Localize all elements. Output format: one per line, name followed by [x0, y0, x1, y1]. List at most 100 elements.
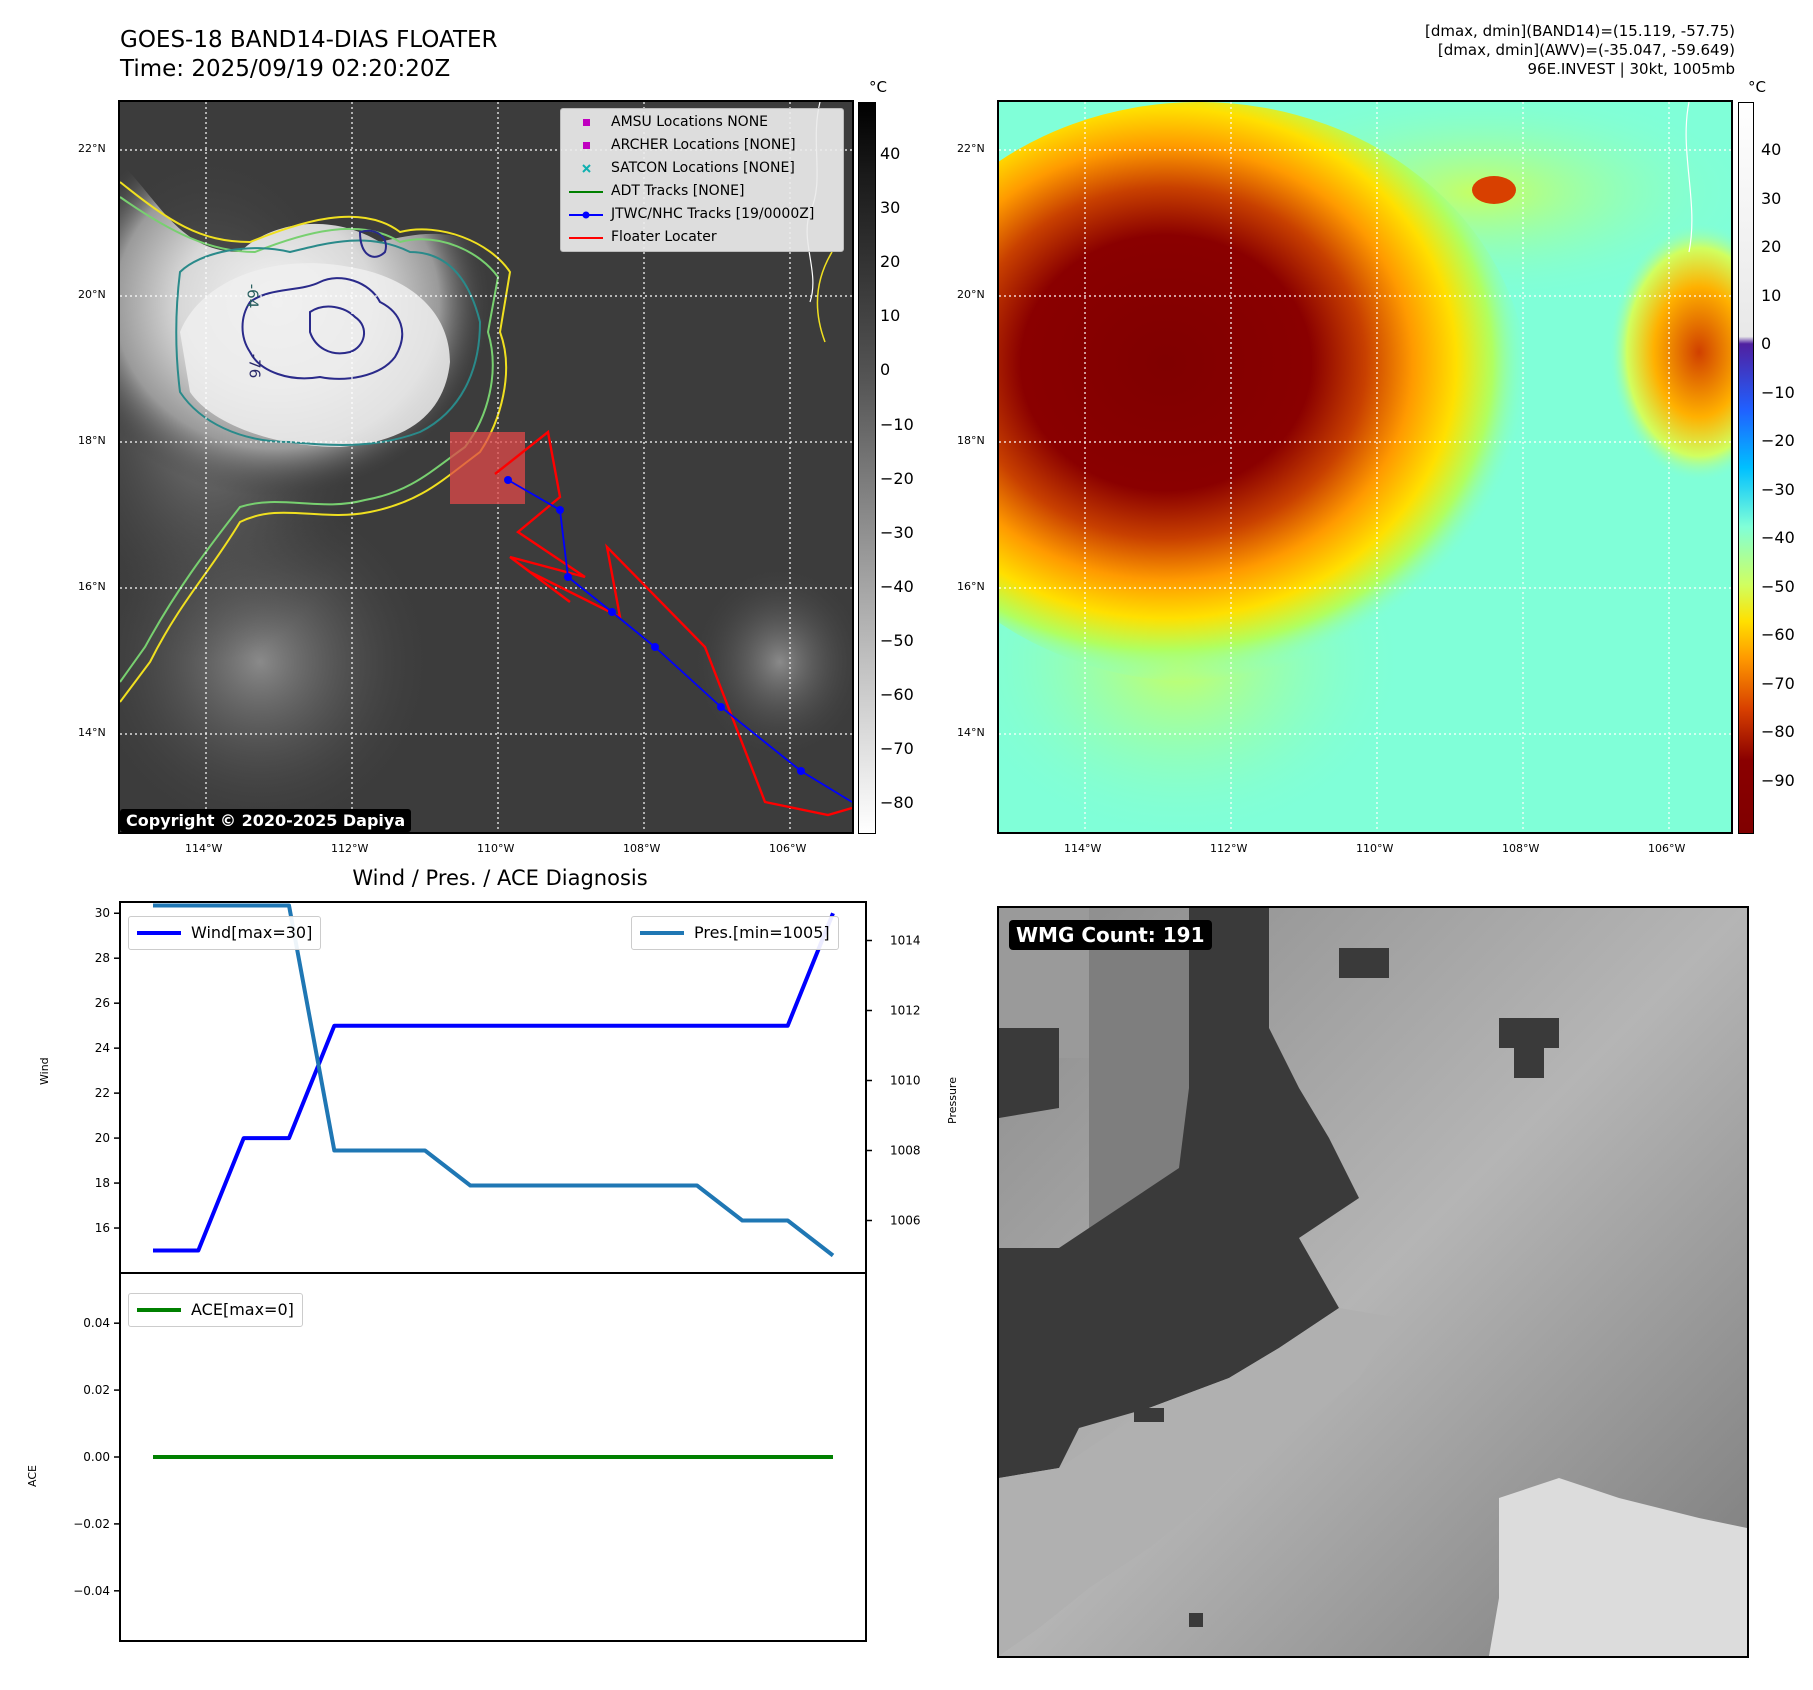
right-colorbar-tick-label: −70: [1761, 673, 1795, 693]
left-colorbar-tick-label: 20: [880, 252, 901, 272]
wind-legend-label: Wind[max=30]: [191, 923, 313, 942]
lon-label: 106°W: [1648, 842, 1686, 855]
lon-label: 114°W: [185, 842, 223, 855]
lon-label: 112°W: [331, 842, 369, 855]
right-colorbar-tick-label: −50: [1761, 576, 1795, 596]
legend-archer: ARCHER Locations [NONE]: [561, 134, 843, 157]
wind-axis-tick-label: 24: [95, 1041, 110, 1055]
green-line-icon: [569, 191, 603, 193]
contour-label-76: -76: [245, 353, 264, 379]
jtwc-track-line: [507, 479, 852, 803]
wind-axis-tick-label: 16: [95, 1221, 110, 1235]
left-colorbar-tick-label: 10: [880, 306, 901, 326]
pressure-axis-tick-label: 1008: [890, 1144, 921, 1158]
ace-axis-tick-label: −0.04: [73, 1584, 110, 1598]
left-colorbar: [858, 102, 876, 834]
left-colorbar-tick-label: −30: [880, 522, 914, 542]
wind-axis-tick-label: 20: [95, 1131, 110, 1145]
wmg-panel: WMG Count: 191: [997, 906, 1749, 1658]
lon-label: 106°W: [769, 842, 807, 855]
left-colorbar-tick-label: 0: [880, 360, 891, 380]
pressure-legend-swatch: [640, 931, 684, 935]
pressure-axis-tick-label: 1014: [890, 934, 921, 948]
right-colorbar-unit: °C: [1748, 78, 1766, 96]
right-colorbar-tick-label: 0: [1761, 334, 1772, 353]
legend-adt: ADT Tracks [NONE]: [561, 180, 843, 203]
ace-plot-frame: [119, 1272, 867, 1642]
lat-label: 20°N: [957, 288, 985, 301]
lat-label: 16°N: [957, 580, 985, 593]
wind-axis-tick-label: 28: [95, 951, 110, 965]
right-colorbar-tick-label: 20: [1761, 237, 1782, 256]
copyright-badge: Copyright © 2020-2025 Dapiya: [120, 809, 412, 832]
legend-jtwc: JTWC/NHC Tracks [19/0000Z]: [561, 203, 843, 226]
left-colorbar-tick-label: −50: [880, 630, 914, 650]
pressure-axis-tick-label: 1010: [890, 1074, 921, 1088]
legend-amsu-label: AMSU Locations NONE: [611, 114, 769, 130]
lat-label: 18°N: [78, 434, 106, 447]
ace-axis-tick-label: 0.04: [83, 1316, 110, 1330]
pressure-axis-label: Pressure: [946, 1077, 959, 1124]
lat-label: 16°N: [78, 580, 106, 593]
lat-label: 22°N: [78, 142, 106, 155]
wind-legend-swatch: [137, 931, 181, 935]
right-colorbar-tick-label: 40: [1761, 140, 1782, 159]
blue-dot-line-icon: [569, 211, 603, 219]
legend-floater: Floater Locater: [561, 226, 843, 249]
pressure-axis-tick-label: 1012: [890, 1004, 921, 1018]
right-colorbar-tick-label: 10: [1761, 285, 1782, 305]
legend-archer-label: ARCHER Locations [NONE]: [611, 137, 796, 153]
ace-axis-tick-label: 0.02: [83, 1383, 110, 1397]
ace-legend: ACE[max=0]: [128, 1293, 303, 1327]
floater-box: [450, 432, 525, 504]
wmg-count-label: WMG Count: 191: [1009, 920, 1212, 950]
wind-series-line: [153, 912, 835, 1253]
figure-title: GOES-18 BAND14-DIAS FLOATER Time: 2025/0…: [120, 26, 498, 84]
jtwc-track-points: [504, 476, 805, 775]
lon-label: 114°W: [1064, 842, 1102, 855]
square-marker-icon: [583, 119, 590, 126]
ace-axis-tick-label: −0.02: [73, 1517, 110, 1531]
x-marker-icon: [582, 164, 591, 173]
right-colorbar-tick-label: −90: [1761, 770, 1795, 790]
pressure-axis-tick-label: 1006: [890, 1214, 921, 1228]
ace-legend-label: ACE[max=0]: [191, 1300, 294, 1319]
info-line-2: [dmax, dmin](AWV)=(-35.047, -59.649): [1437, 41, 1735, 59]
left-colorbar-tick-label: −20: [880, 468, 914, 488]
info-line-3: 96E.INVEST | 30kt, 1005mb: [1527, 60, 1736, 78]
lon-label: 110°W: [477, 842, 515, 855]
wind-axis-tick-label: 22: [95, 1086, 110, 1100]
right-colorbar-tick-label: −10: [1761, 382, 1795, 402]
floater-locater-line: [494, 429, 852, 817]
right-colorbar-tick-label: 30: [1761, 188, 1782, 208]
right-colorbar: [1738, 102, 1754, 834]
wmg-image: [999, 908, 1747, 1656]
pressure-legend: Pres.[min=1005]: [631, 916, 839, 950]
diagnosis-title: Wind / Pres. / ACE Diagnosis: [352, 866, 648, 890]
lat-label: 14°N: [78, 726, 106, 739]
wind-axis-tick-label: 30: [95, 906, 110, 920]
legend-jtwc-label: JTWC/NHC Tracks [19/0000Z]: [611, 206, 815, 222]
lat-label: 18°N: [957, 434, 985, 447]
pressure-legend-label: Pres.[min=1005]: [694, 923, 830, 942]
legend-amsu: AMSU Locations NONE: [561, 111, 843, 134]
lat-label: 22°N: [957, 142, 985, 155]
awv-map-panel: [997, 100, 1733, 834]
right-colorbar-tick-label: −30: [1761, 479, 1795, 499]
ace-axis-tick-label: 0.00: [83, 1450, 110, 1464]
info-line-1: [dmax, dmin](BAND14)=(15.119, -57.75): [1424, 22, 1735, 40]
square-marker-icon: [583, 142, 590, 149]
contour-label-64: -64: [243, 283, 262, 309]
lat-label: 20°N: [78, 288, 106, 301]
lon-label: 112°W: [1210, 842, 1248, 855]
pressure-series-line: [153, 903, 835, 1258]
title-line-1: GOES-18 BAND14-DIAS FLOATER: [120, 27, 498, 53]
storm-info: [dmax, dmin](BAND14)=(15.119, -57.75) [d…: [1425, 22, 1735, 79]
lat-label: 14°N: [957, 726, 985, 739]
legend-floater-label: Floater Locater: [611, 229, 717, 245]
lon-label: 108°W: [1502, 842, 1540, 855]
map-legend: AMSU Locations NONE ARCHER Locations [NO…: [560, 108, 844, 252]
ace-legend-swatch: [137, 1308, 181, 1312]
wind-pressure-plot-frame: [119, 901, 867, 1274]
right-colorbar-tick-label: −80: [1761, 722, 1795, 741]
